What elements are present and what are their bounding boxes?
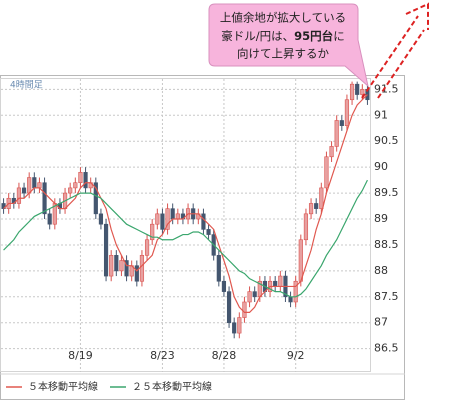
- x-tick-label: 9/2: [287, 349, 305, 362]
- candle-body: [21, 187, 27, 194]
- candle-body: [273, 280, 278, 287]
- candle-body: [37, 182, 42, 189]
- candle-body: [278, 275, 283, 287]
- candle-body: [73, 182, 78, 189]
- candle-body: [201, 213, 206, 230]
- callout-text: 豪ドル/円は、: [221, 29, 294, 43]
- candle-body: [288, 296, 293, 303]
- candle-body: [27, 177, 32, 194]
- candle-body: [155, 213, 160, 225]
- candle-body: [119, 260, 124, 272]
- candle-body: [360, 89, 365, 95]
- legend: ５本移動平均線 ２５本移動平均線: [6, 380, 212, 393]
- legend-label: ２５本移動平均線: [132, 380, 212, 393]
- forecast-arrow: [361, 2, 429, 99]
- y-tick-label: 87.5: [374, 290, 399, 303]
- y-tick-label: 89: [374, 212, 388, 225]
- callout-bubble: [208, 3, 369, 88]
- candle-body: [42, 182, 47, 215]
- candle-body: [109, 255, 114, 277]
- candle-body: [175, 213, 180, 220]
- candle-body: [339, 120, 344, 126]
- x-tick-label: 8/28: [212, 349, 237, 362]
- moving-average-line: [3, 94, 368, 313]
- y-tick-label: 90: [374, 160, 388, 173]
- candle-body: [355, 83, 360, 95]
- plot-area: 86.5 87 87.5 88 88.5 89 89.5 90 90.5 91 91.5 8/19 8/…: [1, 79, 399, 372]
- callout-line: 上値余地が拡大している: [220, 11, 346, 25]
- candle-body: [114, 255, 119, 272]
- candle-body: [232, 322, 237, 334]
- candle-body: [221, 280, 227, 292]
- candle-body: [314, 203, 319, 209]
- callout-line: 豪ドル/円は、95円台に: [221, 29, 344, 43]
- candle-body: [98, 213, 104, 225]
- candle-body: [308, 203, 314, 215]
- x-tick-label: 8/23: [150, 349, 175, 362]
- candle-body: [150, 223, 155, 241]
- y-tick-label: 87: [374, 316, 388, 329]
- candle-body: [134, 265, 139, 282]
- candle-body: [103, 223, 109, 277]
- candle-body: [144, 239, 150, 256]
- candle-body: [298, 239, 303, 282]
- candle-body: [78, 172, 83, 184]
- candle-body: [32, 177, 37, 189]
- candle-body: [344, 99, 350, 126]
- candle-body: [93, 182, 98, 215]
- candle-body: [324, 156, 329, 189]
- candle-body: [124, 260, 129, 277]
- candle-body: [237, 317, 242, 334]
- candle-body: [170, 208, 175, 220]
- candle-body: [349, 83, 355, 101]
- y-tick-label: 89.5: [374, 186, 399, 199]
- candle-body: [247, 291, 252, 303]
- candle-body: [165, 208, 170, 230]
- candle-body: [303, 213, 309, 241]
- timeframe-label: 4時間足: [10, 80, 43, 91]
- candle-body: [47, 213, 52, 225]
- candle-body: [319, 187, 324, 209]
- candle-body: [252, 291, 257, 298]
- candle-body: [334, 120, 339, 147]
- plot-frame: [0, 78, 371, 372]
- moving-average-line: [3, 179, 368, 298]
- candle-body: [206, 229, 211, 235]
- candle-body: [226, 291, 232, 324]
- candle-body: [139, 255, 145, 282]
- y-tick-label: 88.5: [374, 238, 399, 251]
- candle-body: [160, 213, 165, 230]
- candle-body: [16, 187, 22, 204]
- candle-body: [329, 146, 334, 158]
- callout-text: に: [333, 29, 345, 43]
- x-tick-label: 8/19: [68, 349, 93, 362]
- callout-emphasis: 95円台: [294, 29, 333, 43]
- candle-body: [216, 255, 221, 282]
- y-tick-label: 88: [374, 264, 388, 277]
- callout-line: 向けて上昇するか: [237, 47, 329, 61]
- y-tick-label: 91.5: [374, 82, 399, 95]
- candle-body: [68, 187, 73, 194]
- candle-body: [83, 172, 88, 189]
- candle-body: [242, 301, 247, 318]
- y-tick-label: 90.5: [374, 134, 399, 147]
- candle-body: [293, 280, 298, 303]
- y-tick-label: 91: [374, 108, 388, 121]
- y-tick-label: 86.5: [374, 342, 399, 355]
- legend-label: ５本移動平均線: [28, 380, 98, 393]
